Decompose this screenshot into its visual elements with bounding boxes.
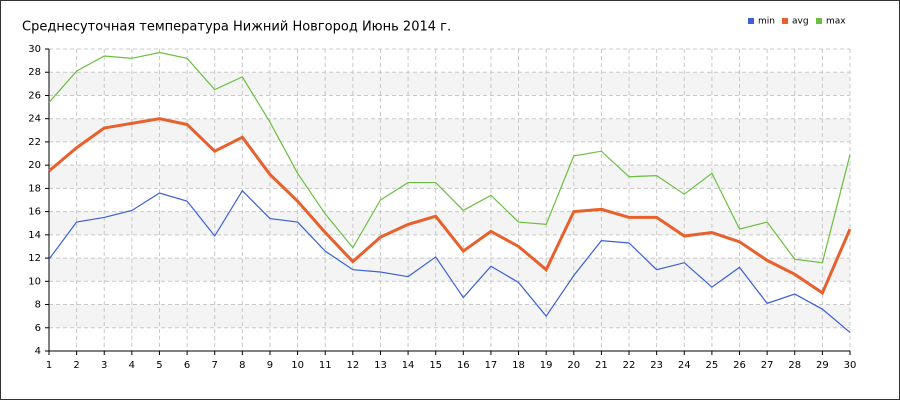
y-tick-label: 12 (28, 253, 41, 264)
y-tick-label: 14 (28, 230, 41, 241)
x-tick-label: 13 (374, 360, 387, 371)
y-tick-label: 30 (28, 44, 41, 55)
x-tick-label: 4 (129, 360, 135, 371)
x-tick-label: 21 (595, 360, 608, 371)
x-tick-label: 30 (844, 360, 857, 371)
x-tick-label: 5 (156, 360, 162, 371)
x-tick-label: 19 (540, 360, 553, 371)
band (49, 304, 850, 328)
x-tick-label: 16 (457, 360, 470, 371)
legend-label: avg (792, 17, 809, 27)
x-tick-label: 22 (623, 360, 636, 371)
x-tick-label: 3 (101, 360, 107, 371)
band (49, 258, 850, 282)
x-tick-label: 10 (291, 360, 304, 371)
x-tick-label: 14 (402, 360, 415, 371)
x-tick-label: 26 (733, 360, 746, 371)
y-tick-label: 16 (28, 207, 41, 218)
y-tick-label: 6 (35, 323, 41, 334)
x-tick-label: 9 (267, 360, 273, 371)
legend-label: max (826, 17, 846, 27)
x-tick-label: 8 (239, 360, 245, 371)
band (49, 165, 850, 189)
x-tick-label: 15 (429, 360, 442, 371)
x-tick-label: 18 (512, 360, 525, 371)
y-tick-label: 26 (28, 90, 41, 101)
series-line (48, 117, 852, 296)
x-tick-label: 27 (761, 360, 774, 371)
x-tick-label: 23 (650, 360, 663, 371)
y-tick-label: 24 (28, 114, 41, 125)
band (49, 72, 850, 96)
y-tick-label: 8 (35, 300, 41, 311)
band (49, 118, 850, 142)
legend-label: min (758, 17, 775, 27)
series-line (48, 51, 851, 264)
legend-swatch (782, 18, 788, 24)
chart-title: Среднесуточная температура Нижний Новгор… (22, 20, 451, 35)
y-tick-label: 10 (28, 276, 41, 287)
y-tick-label: 20 (28, 160, 41, 171)
legend-swatch (748, 18, 754, 24)
x-tick-label: 11 (319, 360, 332, 371)
y-tick-label: 18 (28, 183, 41, 194)
x-tick-label: 17 (485, 360, 498, 371)
x-tick-label: 12 (346, 360, 359, 371)
x-tick-label: 1 (46, 360, 52, 371)
x-tick-label: 7 (212, 360, 218, 371)
series-line (48, 189, 851, 333)
x-tick-label: 25 (706, 360, 719, 371)
y-tick-label: 22 (28, 137, 41, 148)
x-tick-label: 20 (567, 360, 580, 371)
x-tick-label: 24 (678, 360, 691, 371)
legend-swatch (816, 18, 822, 24)
x-tick-label: 6 (184, 360, 190, 371)
x-tick-label: 28 (788, 360, 801, 371)
y-tick-label: 28 (28, 67, 41, 78)
x-tick-label: 2 (73, 360, 79, 371)
y-tick-label: 4 (35, 346, 41, 357)
x-tick-label: 29 (816, 360, 829, 371)
